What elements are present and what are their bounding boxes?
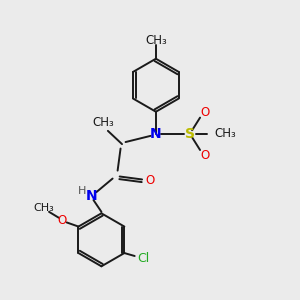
Text: S: S: [185, 127, 195, 141]
Text: CH₃: CH₃: [34, 203, 54, 213]
Text: N: N: [85, 189, 97, 202]
Text: CH₃: CH₃: [145, 34, 167, 47]
Text: O: O: [200, 106, 210, 119]
Text: Cl: Cl: [137, 252, 150, 265]
Text: O: O: [200, 149, 210, 162]
Text: H: H: [77, 186, 86, 196]
Text: CH₃: CH₃: [92, 116, 114, 129]
Text: CH₃: CH₃: [214, 127, 236, 140]
Text: O: O: [58, 214, 67, 226]
Text: N: N: [150, 127, 162, 141]
Text: O: O: [146, 174, 154, 188]
